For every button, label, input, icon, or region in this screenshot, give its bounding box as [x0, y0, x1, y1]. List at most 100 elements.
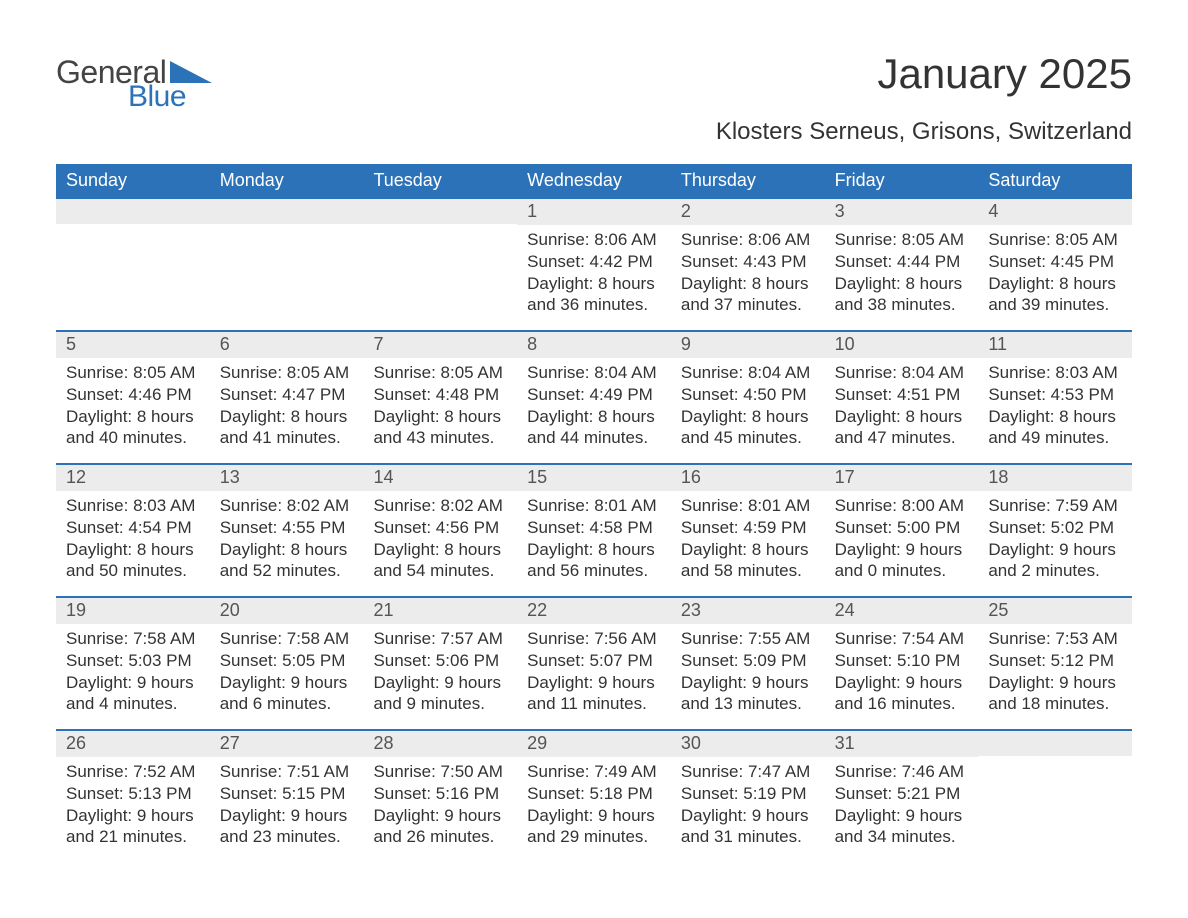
day-details: Sunrise: 8:06 AMSunset: 4:42 PMDaylight:…	[517, 225, 671, 316]
day-number: 30	[671, 731, 825, 757]
daylight-line: Daylight: 8 hours and 45 minutes.	[681, 406, 815, 450]
sunset-line: Sunset: 5:00 PM	[835, 517, 969, 539]
calendar-day-cell: 25Sunrise: 7:53 AMSunset: 5:12 PMDayligh…	[978, 598, 1132, 729]
day-number: 16	[671, 465, 825, 491]
sunrise-line: Sunrise: 7:54 AM	[835, 628, 969, 650]
calendar-body: 1Sunrise: 8:06 AMSunset: 4:42 PMDaylight…	[56, 199, 1132, 862]
day-number: 21	[363, 598, 517, 624]
day-number: 12	[56, 465, 210, 491]
calendar-header-cell: Wednesday	[517, 164, 671, 199]
day-details: Sunrise: 7:50 AMSunset: 5:16 PMDaylight:…	[363, 757, 517, 848]
day-number: 24	[825, 598, 979, 624]
calendar-week-row: 12Sunrise: 8:03 AMSunset: 4:54 PMDayligh…	[56, 463, 1132, 596]
sunrise-line: Sunrise: 8:01 AM	[681, 495, 815, 517]
daylight-line: Daylight: 8 hours and 56 minutes.	[527, 539, 661, 583]
daylight-line: Daylight: 9 hours and 21 minutes.	[66, 805, 200, 849]
day-details: Sunrise: 7:49 AMSunset: 5:18 PMDaylight:…	[517, 757, 671, 848]
daylight-line: Daylight: 9 hours and 29 minutes.	[527, 805, 661, 849]
day-number: 3	[825, 199, 979, 225]
day-number	[210, 199, 364, 224]
day-details: Sunrise: 8:01 AMSunset: 4:59 PMDaylight:…	[671, 491, 825, 582]
sunset-line: Sunset: 4:59 PM	[681, 517, 815, 539]
day-details	[210, 224, 364, 228]
daylight-line: Daylight: 9 hours and 13 minutes.	[681, 672, 815, 716]
day-details: Sunrise: 8:03 AMSunset: 4:53 PMDaylight:…	[978, 358, 1132, 449]
day-number: 26	[56, 731, 210, 757]
day-details: Sunrise: 8:00 AMSunset: 5:00 PMDaylight:…	[825, 491, 979, 582]
sunrise-line: Sunrise: 7:51 AM	[220, 761, 354, 783]
day-number: 2	[671, 199, 825, 225]
day-details: Sunrise: 7:47 AMSunset: 5:19 PMDaylight:…	[671, 757, 825, 848]
daylight-line: Daylight: 9 hours and 26 minutes.	[373, 805, 507, 849]
sunset-line: Sunset: 5:07 PM	[527, 650, 661, 672]
calendar-day-cell: 4Sunrise: 8:05 AMSunset: 4:45 PMDaylight…	[978, 199, 1132, 330]
day-number: 15	[517, 465, 671, 491]
page-title: January 2025	[877, 50, 1132, 98]
calendar-day-cell: 6Sunrise: 8:05 AMSunset: 4:47 PMDaylight…	[210, 332, 364, 463]
calendar-header-cell: Thursday	[671, 164, 825, 199]
sunrise-line: Sunrise: 8:05 AM	[988, 229, 1122, 251]
day-number: 4	[978, 199, 1132, 225]
day-details: Sunrise: 8:02 AMSunset: 4:55 PMDaylight:…	[210, 491, 364, 582]
day-details: Sunrise: 8:04 AMSunset: 4:51 PMDaylight:…	[825, 358, 979, 449]
sunset-line: Sunset: 5:10 PM	[835, 650, 969, 672]
daylight-line: Daylight: 9 hours and 11 minutes.	[527, 672, 661, 716]
sunrise-line: Sunrise: 7:59 AM	[988, 495, 1122, 517]
sunset-line: Sunset: 5:06 PM	[373, 650, 507, 672]
daylight-line: Daylight: 8 hours and 41 minutes.	[220, 406, 354, 450]
sunrise-line: Sunrise: 8:06 AM	[681, 229, 815, 251]
calendar-day-cell: 23Sunrise: 7:55 AMSunset: 5:09 PMDayligh…	[671, 598, 825, 729]
logo-text-blue: Blue	[128, 82, 212, 112]
sunrise-line: Sunrise: 8:04 AM	[527, 362, 661, 384]
day-details: Sunrise: 8:05 AMSunset: 4:48 PMDaylight:…	[363, 358, 517, 449]
sunset-line: Sunset: 5:19 PM	[681, 783, 815, 805]
calendar-day-cell: 29Sunrise: 7:49 AMSunset: 5:18 PMDayligh…	[517, 731, 671, 862]
daylight-line: Daylight: 9 hours and 4 minutes.	[66, 672, 200, 716]
day-number: 10	[825, 332, 979, 358]
day-number: 13	[210, 465, 364, 491]
daylight-line: Daylight: 8 hours and 58 minutes.	[681, 539, 815, 583]
sunset-line: Sunset: 4:49 PM	[527, 384, 661, 406]
sunrise-line: Sunrise: 8:01 AM	[527, 495, 661, 517]
calendar-day-cell: 10Sunrise: 8:04 AMSunset: 4:51 PMDayligh…	[825, 332, 979, 463]
day-details: Sunrise: 7:55 AMSunset: 5:09 PMDaylight:…	[671, 624, 825, 715]
day-number: 11	[978, 332, 1132, 358]
daylight-line: Daylight: 9 hours and 6 minutes.	[220, 672, 354, 716]
sunset-line: Sunset: 5:02 PM	[988, 517, 1122, 539]
day-details: Sunrise: 7:59 AMSunset: 5:02 PMDaylight:…	[978, 491, 1132, 582]
sunrise-line: Sunrise: 7:58 AM	[220, 628, 354, 650]
sunset-line: Sunset: 4:54 PM	[66, 517, 200, 539]
sunset-line: Sunset: 4:42 PM	[527, 251, 661, 273]
day-number: 18	[978, 465, 1132, 491]
daylight-line: Daylight: 8 hours and 52 minutes.	[220, 539, 354, 583]
calendar-day-cell: 12Sunrise: 8:03 AMSunset: 4:54 PMDayligh…	[56, 465, 210, 596]
calendar-day-cell: 2Sunrise: 8:06 AMSunset: 4:43 PMDaylight…	[671, 199, 825, 330]
calendar-header-cell: Tuesday	[363, 164, 517, 199]
sunrise-line: Sunrise: 8:03 AM	[988, 362, 1122, 384]
day-number: 8	[517, 332, 671, 358]
day-details	[978, 756, 1132, 760]
sunrise-line: Sunrise: 8:05 AM	[835, 229, 969, 251]
daylight-line: Daylight: 9 hours and 18 minutes.	[988, 672, 1122, 716]
calendar-day-cell: 9Sunrise: 8:04 AMSunset: 4:50 PMDaylight…	[671, 332, 825, 463]
day-details: Sunrise: 7:57 AMSunset: 5:06 PMDaylight:…	[363, 624, 517, 715]
day-details: Sunrise: 8:01 AMSunset: 4:58 PMDaylight:…	[517, 491, 671, 582]
day-number: 29	[517, 731, 671, 757]
daylight-line: Daylight: 8 hours and 47 minutes.	[835, 406, 969, 450]
calendar-day-cell: 3Sunrise: 8:05 AMSunset: 4:44 PMDaylight…	[825, 199, 979, 330]
day-details	[363, 224, 517, 228]
day-details: Sunrise: 8:05 AMSunset: 4:45 PMDaylight:…	[978, 225, 1132, 316]
calendar-day-cell: 18Sunrise: 7:59 AMSunset: 5:02 PMDayligh…	[978, 465, 1132, 596]
calendar-day-cell: 8Sunrise: 8:04 AMSunset: 4:49 PMDaylight…	[517, 332, 671, 463]
sunset-line: Sunset: 5:05 PM	[220, 650, 354, 672]
sunset-line: Sunset: 4:43 PM	[681, 251, 815, 273]
day-number: 5	[56, 332, 210, 358]
sunrise-line: Sunrise: 7:53 AM	[988, 628, 1122, 650]
page-subtitle: Klosters Serneus, Grisons, Switzerland	[56, 118, 1132, 146]
day-details: Sunrise: 7:58 AMSunset: 5:05 PMDaylight:…	[210, 624, 364, 715]
sunrise-line: Sunrise: 7:57 AM	[373, 628, 507, 650]
daylight-line: Daylight: 9 hours and 2 minutes.	[988, 539, 1122, 583]
sunrise-line: Sunrise: 8:02 AM	[220, 495, 354, 517]
day-number: 31	[825, 731, 979, 757]
day-details: Sunrise: 8:05 AMSunset: 4:46 PMDaylight:…	[56, 358, 210, 449]
